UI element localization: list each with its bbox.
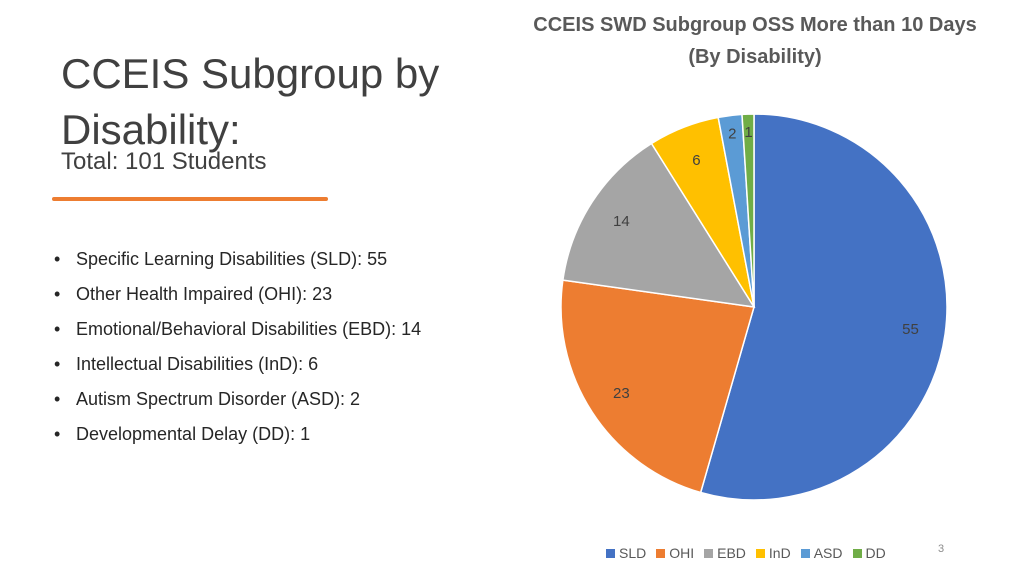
bullet-text: Autism Spectrum Disorder (ASD): 2 xyxy=(76,389,361,409)
legend-item-ebd: EBD xyxy=(704,545,746,561)
title-accent-line xyxy=(52,197,328,201)
legend-swatch xyxy=(852,548,862,558)
data-label-ind: 6 xyxy=(692,152,700,169)
data-label-sld: 55 xyxy=(902,321,919,338)
pie-slice-sld xyxy=(699,113,948,501)
legend-label: InD xyxy=(768,545,791,561)
bullet-dot-icon: • xyxy=(54,319,61,339)
bullet-item-sld: • Specific Learning Disabilities (SLD): 5… xyxy=(54,244,421,279)
bullet-item-ohi: • Other Health Impaired (OHI): 23 xyxy=(54,279,421,314)
bullet-text: Other Health Impaired (OHI): 23 xyxy=(76,284,333,304)
bullet-item-ind: • Intellectual Disabilities (InD): 6 xyxy=(54,349,421,384)
data-label-ebd: 14 xyxy=(613,213,630,230)
legend-swatch xyxy=(704,548,714,558)
pie-slice-ebd xyxy=(562,142,756,308)
bullet-dot-icon: • xyxy=(54,424,61,444)
bullet-dot-icon: • xyxy=(54,284,61,304)
legend-item-ohi: OHI xyxy=(656,545,694,561)
bullet-item-asd: • Autism Spectrum Disorder (ASD): 2 xyxy=(54,384,421,419)
bullet-item-dd: • Developmental Delay (DD): 1 xyxy=(54,419,421,454)
data-label-ohi: 23 xyxy=(613,385,630,402)
bullet-text: Developmental Delay (DD): 1 xyxy=(76,424,311,444)
pie-slice-ohi xyxy=(560,279,755,494)
bullet-text: Specific Learning Disabilities (SLD): 55 xyxy=(76,249,388,269)
chart-title: CCEIS SWD Subgroup OSS More than 10 Days… xyxy=(533,14,977,68)
slide-title: CCEIS Subgroup by Disability: xyxy=(61,50,440,153)
slide-subtitle: Total: 101 Students xyxy=(61,148,267,175)
page-number: 3 xyxy=(938,543,945,555)
legend-label: ASD xyxy=(813,545,843,561)
legend-label: SLD xyxy=(619,545,647,561)
bullet-dot-icon: • xyxy=(54,389,61,409)
legend-swatch xyxy=(656,548,666,558)
bullet-item-ebd: • Emotional/Behavioral Disabilities (EBD)… xyxy=(54,314,421,349)
legend-swatch xyxy=(755,548,765,558)
legend-label: DD xyxy=(865,545,886,561)
bullet-text: Emotional/Behavioral Disabilities (EBD):… xyxy=(76,319,422,339)
chart-legend: SLD OHI EBD InD ASD DD xyxy=(606,545,896,561)
data-label-dd: 1 xyxy=(744,124,752,141)
legend-swatch xyxy=(606,548,615,558)
disability-bullet-list: • Specific Learning Disabilities (SLD): 5… xyxy=(54,244,421,454)
bullet-dot-icon: • xyxy=(54,354,61,374)
bullet-dot-icon: • xyxy=(54,249,61,269)
legend-item-dd: DD xyxy=(852,545,886,561)
legend-item-ind: InD xyxy=(755,545,791,561)
legend-label: OHI xyxy=(669,545,695,561)
legend-label: EBD xyxy=(717,545,746,561)
pie-slice-dd xyxy=(741,113,755,308)
legend-item-asd: ASD xyxy=(800,545,843,561)
legend-item-sld: SLD xyxy=(606,545,646,561)
data-label-asd: 2 xyxy=(728,125,736,142)
bullet-text: Intellectual Disabilities (InD): 6 xyxy=(76,354,319,374)
legend-swatch xyxy=(800,548,810,558)
